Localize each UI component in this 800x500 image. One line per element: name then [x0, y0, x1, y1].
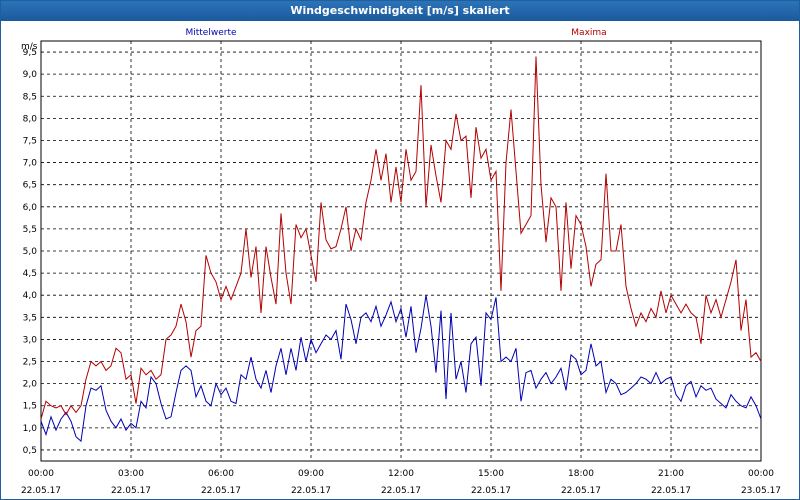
y-tick-label: 2,0: [23, 380, 38, 390]
y-tick-label: 7,0: [23, 159, 38, 169]
legend: Mittelwerte Maxima: [185, 28, 606, 38]
series-line-mittelwerte: [40, 295, 762, 443]
x-tick-time: 00:00: [748, 469, 774, 479]
y-tick-label: 5,5: [23, 225, 37, 235]
y-tick-label: 7,5: [23, 136, 37, 146]
x-tick-time: 15:00: [478, 469, 504, 479]
y-tick-label: 8,5: [23, 92, 37, 102]
y-tick-label: 3,0: [23, 335, 38, 345]
x-tick-time: 09:00: [298, 469, 324, 479]
x-tick-date: 22.05.17: [291, 486, 331, 496]
y-tick-label: 9,5: [23, 48, 37, 58]
x-tick-date: 22.05.17: [201, 486, 241, 496]
x-tick-date: 22.05.17: [471, 486, 511, 496]
y-tick-label: 9,0: [23, 70, 38, 80]
series-line-maxima: [40, 56, 762, 420]
y-tick-label: 1,5: [23, 402, 37, 412]
y-tick-label: 4,0: [23, 291, 38, 301]
x-axis: 00:00 22.05.17 03:00 22.05.17 06:00 22.05.17 0…: [21, 469, 781, 496]
x-tick-date: 22.05.17: [111, 486, 151, 496]
x-tick-date: 22.05.17: [651, 486, 691, 496]
y-axis-label: m/s: [21, 42, 38, 52]
x-tick-date: 22.05.17: [21, 486, 61, 496]
series-lines: [40, 56, 762, 443]
y-tick-label: 5,0: [23, 247, 38, 257]
y-tick-label: 1,0: [23, 424, 38, 434]
x-tick-date: 23.05.17: [741, 486, 781, 496]
x-tick-time: 06:00: [208, 469, 234, 479]
y-axis: 0,5 1,0 1,5 2,0 2,5 3,0 3,5 4,0 4,5 5,0 5,5 6,0 6,5 7…: [23, 48, 38, 456]
x-tick-date: 22.05.17: [561, 486, 601, 496]
legend-maxima: Maxima: [571, 28, 606, 38]
y-tick-label: 8,0: [23, 114, 38, 124]
legend-mittelwerte: Mittelwerte: [185, 28, 236, 38]
x-tick-time: 12:00: [388, 469, 414, 479]
x-tick-time: 21:00: [658, 469, 684, 479]
grid-lines: [41, 41, 761, 461]
y-tick-label: 6,5: [23, 181, 37, 191]
x-tick-time: 00:00: [28, 469, 54, 479]
y-tick-label: 2,5: [23, 358, 37, 368]
x-tick-date: 22.05.17: [381, 486, 421, 496]
x-tick-time: 03:00: [118, 469, 144, 479]
y-tick-label: 0,5: [23, 446, 37, 456]
y-tick-label: 6,0: [23, 203, 38, 213]
y-tick-label: 3,5: [23, 313, 37, 323]
y-tick-label: 4,5: [23, 269, 37, 279]
x-tick-time: 18:00: [568, 469, 594, 479]
chart-title: Windgeschwindigkeit [m/s] skaliert: [1, 1, 799, 21]
